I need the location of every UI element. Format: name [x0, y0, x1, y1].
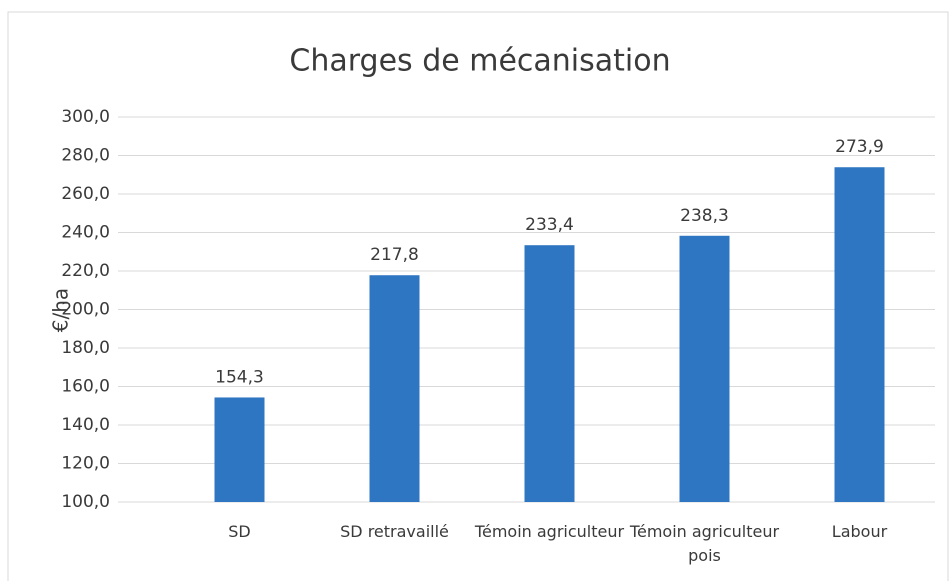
- bar: [834, 167, 885, 502]
- bar: [214, 397, 265, 502]
- y-tick-label: 180,0: [61, 338, 110, 358]
- value-label: 238,3: [680, 206, 729, 226]
- y-axis-label: €/ha: [49, 288, 73, 332]
- value-label: 154,3: [215, 367, 264, 387]
- y-tick-label: 140,0: [61, 415, 110, 435]
- y-tick-label: 240,0: [61, 223, 110, 243]
- x-tick-label: Labour: [831, 522, 888, 541]
- y-tick-label: 300,0: [61, 107, 110, 127]
- y-tick-label: 220,0: [61, 261, 110, 281]
- bar: [679, 235, 730, 502]
- chart-title: Charges de mécanisation: [289, 44, 670, 79]
- bar: [524, 245, 575, 502]
- y-tick-label: 280,0: [61, 146, 110, 166]
- value-label: 273,9: [835, 137, 884, 157]
- y-tick-label: 100,0: [61, 492, 110, 512]
- bar: [369, 275, 420, 502]
- value-label: 217,8: [370, 245, 419, 265]
- chart-frame: [7, 11, 949, 581]
- y-tick-label: 260,0: [61, 184, 110, 204]
- value-label: 233,4: [525, 215, 574, 235]
- y-tick-label: 160,0: [61, 377, 110, 397]
- x-tick-label: SD: [228, 522, 251, 541]
- y-tick-label: 120,0: [61, 454, 110, 474]
- x-tick-label: Témoin agriculteur: [474, 522, 625, 541]
- x-tick-label: SD retravaillé: [340, 522, 449, 541]
- x-tick-label: Témoin agriculteur pois: [629, 522, 780, 565]
- y-tick-label: 200,0: [61, 300, 110, 320]
